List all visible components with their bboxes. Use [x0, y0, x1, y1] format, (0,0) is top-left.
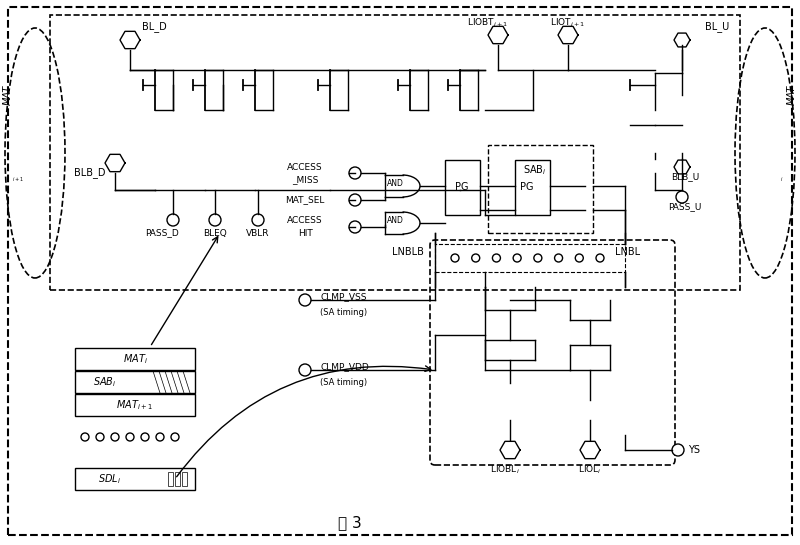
Text: MAT: MAT	[787, 85, 797, 105]
Text: CLMP_VSS: CLMP_VSS	[320, 293, 366, 301]
Text: MAT$_{i+1}$: MAT$_{i+1}$	[117, 398, 154, 412]
Circle shape	[96, 433, 104, 441]
Text: AND: AND	[387, 215, 404, 225]
Circle shape	[575, 254, 583, 262]
Circle shape	[81, 433, 89, 441]
Circle shape	[156, 433, 164, 441]
Text: LIOBT$_{i+1}$: LIOBT$_{i+1}$	[467, 17, 509, 29]
Bar	[182, 472, 187, 486]
Circle shape	[209, 214, 221, 226]
Circle shape	[513, 254, 521, 262]
Text: PASS_U: PASS_U	[668, 203, 702, 211]
Circle shape	[299, 364, 311, 376]
Bar	[435, 244, 625, 272]
Circle shape	[451, 254, 459, 262]
Text: SAB$_i$: SAB$_i$	[523, 163, 546, 177]
Text: 图 3: 图 3	[338, 516, 362, 530]
Text: SDL$_i$: SDL$_i$	[98, 472, 122, 486]
Text: $_{i}$: $_{i}$	[780, 175, 784, 184]
Bar	[488, 145, 593, 233]
Text: (SA timing): (SA timing)	[320, 378, 367, 386]
Text: HIT: HIT	[298, 228, 312, 238]
Text: ACCESS: ACCESS	[287, 215, 323, 225]
Text: (SA timing): (SA timing)	[320, 307, 367, 317]
Circle shape	[534, 254, 542, 262]
Circle shape	[167, 214, 179, 226]
Circle shape	[111, 433, 119, 441]
Text: CLMP_VDD: CLMP_VDD	[320, 362, 369, 372]
Circle shape	[299, 294, 311, 306]
FancyArrowPatch shape	[177, 366, 430, 477]
Text: MAT: MAT	[3, 85, 13, 105]
Text: VBLR: VBLR	[246, 228, 270, 238]
Text: MAT$_i$: MAT$_i$	[122, 352, 147, 366]
Circle shape	[349, 194, 361, 206]
Text: PG: PG	[520, 182, 534, 192]
Text: ACCESS: ACCESS	[287, 162, 323, 172]
Text: BLB_U: BLB_U	[671, 173, 699, 181]
Bar	[75, 348, 195, 370]
Text: YS: YS	[688, 445, 700, 455]
Circle shape	[596, 254, 604, 262]
Bar	[75, 468, 195, 490]
Text: PG: PG	[455, 182, 469, 192]
Text: LIOT$_{i+1}$: LIOT$_{i+1}$	[550, 17, 586, 29]
Text: BL_D: BL_D	[142, 22, 166, 33]
Text: LIOL$_i$: LIOL$_i$	[578, 464, 602, 476]
Text: AND: AND	[387, 179, 404, 187]
Text: LNBL: LNBL	[615, 247, 640, 257]
Circle shape	[126, 433, 134, 441]
Text: SAB$_i$: SAB$_i$	[94, 375, 117, 389]
Circle shape	[171, 433, 179, 441]
Circle shape	[493, 254, 501, 262]
Circle shape	[349, 167, 361, 179]
Text: BLEQ: BLEQ	[203, 228, 227, 238]
Text: _MISS: _MISS	[292, 175, 318, 185]
Text: BL_U: BL_U	[705, 22, 730, 33]
Text: LNBLB: LNBLB	[392, 247, 424, 257]
Bar	[515, 160, 550, 215]
Text: MAT_SEL: MAT_SEL	[286, 196, 325, 204]
Bar	[75, 394, 195, 416]
Circle shape	[252, 214, 264, 226]
Text: BLB_D: BLB_D	[74, 167, 105, 178]
Text: LIOBL$_i$: LIOBL$_i$	[490, 464, 520, 476]
Bar	[168, 472, 173, 486]
Bar	[75, 371, 195, 393]
Circle shape	[472, 254, 480, 262]
Circle shape	[672, 444, 684, 456]
Bar	[175, 472, 180, 486]
Text: $_{i+1}$: $_{i+1}$	[12, 175, 24, 184]
Text: PASS_D: PASS_D	[145, 228, 179, 238]
Bar	[445, 160, 480, 215]
Circle shape	[141, 433, 149, 441]
Bar	[50, 15, 740, 290]
Circle shape	[554, 254, 562, 262]
Circle shape	[676, 191, 688, 203]
Circle shape	[349, 221, 361, 233]
